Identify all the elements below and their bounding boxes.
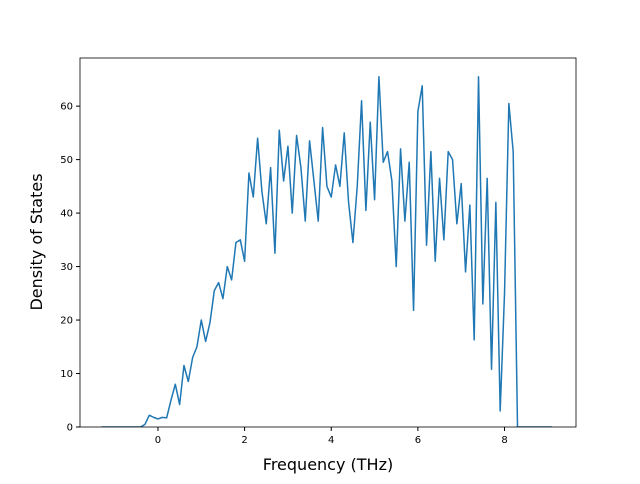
- y-tick-label: 20: [60, 316, 73, 327]
- y-tick-label: 10: [60, 369, 73, 380]
- y-tick-label: 30: [60, 262, 73, 273]
- x-tick-label: 6: [415, 435, 421, 446]
- y-tick-label: 40: [60, 209, 73, 220]
- x-tick-label: 0: [155, 435, 161, 446]
- x-tick-label: 8: [501, 435, 507, 446]
- y-tick-label: 50: [60, 155, 73, 166]
- y-axis-label: Density of States: [27, 173, 46, 310]
- line: [101, 75, 553, 427]
- y-tick-label: 60: [60, 102, 73, 113]
- x-tick-label: 4: [328, 435, 334, 446]
- y-tick-label: 0: [67, 423, 73, 434]
- plot-frame: [79, 57, 577, 428]
- x-axis-label: Frequency (THz): [263, 455, 393, 474]
- x-tick-label: 2: [241, 435, 247, 446]
